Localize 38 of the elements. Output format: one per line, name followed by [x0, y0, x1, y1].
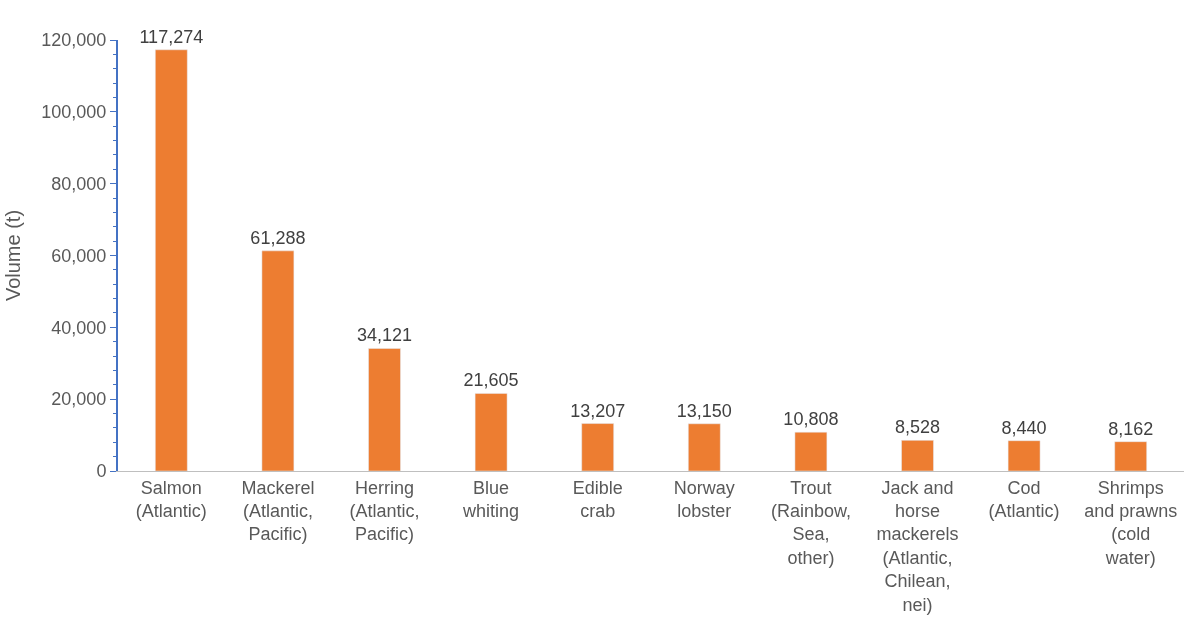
x-tick-label: Blue whiting [462, 477, 520, 521]
x-tick-label: Herring (Atlantic, Pacific) [349, 477, 420, 545]
data-label: 117,274 [139, 26, 204, 47]
x-tick-label: Cod (Atlantic) [988, 477, 1060, 521]
data-label: 8,162 [1108, 418, 1154, 439]
x-tick-label: Trout (Rainbow, Sea, other) [770, 477, 851, 568]
y-tick-label: 20,000 [51, 389, 107, 410]
x-tick-label: Salmon (Atlantic) [135, 477, 207, 521]
bar [1114, 441, 1147, 471]
bar [474, 393, 508, 471]
bar [261, 250, 295, 471]
bar [901, 440, 934, 471]
x-tick-label: Shrimps and prawns (cold water) [1084, 477, 1178, 568]
y-tick-label: 80,000 [51, 173, 107, 194]
y-tick-label: 40,000 [51, 317, 107, 338]
y-tick-label: 0 [96, 461, 107, 482]
data-label: 61,288 [250, 227, 306, 248]
x-tick-label: Jack and horse mackerels (Atlantic, Chilean, nei) [876, 477, 959, 615]
data-label: 13,150 [676, 400, 732, 421]
x-tick-label: Mackerel (Atlantic, Pacific) [241, 477, 315, 545]
data-label: 13,207 [570, 400, 626, 421]
bar [368, 348, 401, 471]
y-tick-label: 100,000 [41, 102, 107, 123]
y-tick-label: 120,000 [41, 30, 107, 51]
bar [688, 423, 721, 471]
data-label: 34,121 [356, 325, 413, 346]
x-tick-label: Norway lobster [673, 477, 735, 521]
bar [794, 431, 828, 471]
x-tick-label: Edible crab [572, 477, 623, 521]
bar [581, 423, 614, 471]
y-tick-label: 60,000 [51, 245, 107, 266]
y-axis-title: Volume (t) [2, 209, 25, 302]
data-label: 10,808 [783, 409, 839, 430]
data-label: 21,605 [463, 370, 519, 391]
data-label: 8,440 [1001, 417, 1047, 438]
data-label: 8,528 [894, 417, 941, 438]
bar [155, 49, 188, 471]
bar [1007, 440, 1041, 471]
